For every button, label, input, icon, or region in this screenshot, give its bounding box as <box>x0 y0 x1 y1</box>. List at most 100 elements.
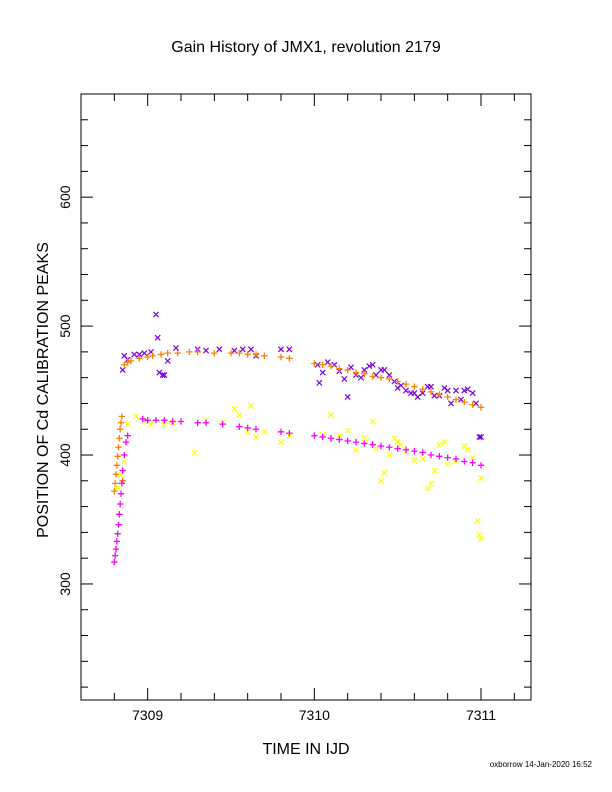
data-point-plus-series-1 <box>114 453 121 460</box>
data-point-x-series-0 <box>154 334 161 341</box>
data-point-x-series-0 <box>366 363 373 370</box>
data-point-x-series-2 <box>474 517 481 524</box>
data-point-plus-series-1 <box>261 352 268 359</box>
data-point-plus-series-1 <box>149 352 156 359</box>
axis-ticks <box>80 93 531 700</box>
data-point-x-series-0 <box>457 396 465 403</box>
data-point-plus-series-1 <box>116 426 124 433</box>
data-point-plus-series-1 <box>352 369 360 376</box>
data-point-plus-series-3 <box>115 521 122 528</box>
data-point-plus-series-3 <box>118 480 126 487</box>
data-point-x-series-0 <box>397 382 405 389</box>
data-point-x-series-0 <box>357 374 365 381</box>
data-point-plus-series-1 <box>319 361 326 368</box>
data-point-plus-series-3 <box>122 438 130 446</box>
data-point-plus-series-1 <box>377 374 385 381</box>
data-point-x-series-0 <box>247 346 255 353</box>
data-point-x-series-0 <box>469 390 476 397</box>
footer-credit: oxborrow 14-Jan-2020 16:52 <box>489 760 592 769</box>
data-point-plus-series-3 <box>152 417 160 424</box>
data-point-plus-series-1 <box>236 349 243 357</box>
data-point-x-series-0 <box>141 350 148 357</box>
data-point-x-series-2 <box>121 458 128 465</box>
data-point-x-series-0 <box>164 357 171 364</box>
data-point-plus-series-3 <box>436 453 443 460</box>
data-point-plus-series-1 <box>344 366 351 374</box>
y-tick-label: 600 <box>57 185 73 209</box>
data-point-x-series-2 <box>327 412 335 419</box>
data-point-x-series-0 <box>361 366 368 373</box>
data-point-x-series-0 <box>286 346 293 353</box>
data-point-x-series-2 <box>477 475 485 482</box>
data-point-x-series-0 <box>136 351 143 358</box>
data-point-x-series-0 <box>119 366 126 373</box>
data-point-plus-series-1 <box>194 348 201 356</box>
data-point-plus-series-3 <box>386 444 393 451</box>
data-point-plus-series-1 <box>394 378 401 385</box>
data-point-x-series-2 <box>261 428 268 435</box>
data-point-plus-series-3 <box>344 437 351 445</box>
y-tick-label: 400 <box>57 443 73 467</box>
data-point-plus-series-3 <box>119 467 126 474</box>
data-point-plus-series-1 <box>444 393 451 401</box>
data-point-plus-series-3 <box>219 420 226 428</box>
data-point-x-series-0 <box>369 361 376 368</box>
data-point-x-series-2 <box>161 421 168 428</box>
data-point-x-series-2 <box>431 467 438 474</box>
data-point-plus-series-1 <box>436 391 443 398</box>
data-point-x-series-2 <box>377 477 385 484</box>
data-point-x-series-0 <box>202 347 210 354</box>
data-point-x-series-0 <box>391 378 398 385</box>
data-marks <box>111 311 485 566</box>
data-point-x-series-2 <box>411 457 418 464</box>
data-point-plus-series-3 <box>319 433 326 441</box>
data-point-plus-series-1 <box>136 355 143 362</box>
plot-frame <box>80 93 532 701</box>
data-point-plus-series-1 <box>336 365 343 372</box>
data-point-x-series-2 <box>344 427 351 434</box>
data-point-plus-series-3 <box>116 511 123 518</box>
data-point-plus-series-3 <box>394 445 401 452</box>
data-point-plus-series-3 <box>124 432 131 439</box>
data-point-plus-series-1 <box>117 419 125 426</box>
data-point-x-series-2 <box>469 454 476 461</box>
data-point-x-series-2 <box>381 470 388 477</box>
data-point-plus-series-1 <box>277 353 285 361</box>
y-axis-label: POSITION OF Cd CALIBRATION PEAKS <box>35 242 52 538</box>
data-point-x-series-0 <box>159 372 166 379</box>
data-point-plus-series-1 <box>118 413 126 420</box>
data-point-x-series-2 <box>424 485 431 492</box>
data-point-plus-series-3 <box>117 490 125 497</box>
data-point-plus-series-3 <box>236 423 243 430</box>
data-point-x-series-0 <box>419 390 426 397</box>
data-point-plus-series-1 <box>111 487 118 495</box>
data-point-x-series-0 <box>216 346 223 353</box>
data-point-x-series-0 <box>341 375 348 382</box>
data-point-x-series-0 <box>231 347 238 354</box>
data-point-plus-series-1 <box>252 351 260 358</box>
data-point-x-series-0 <box>161 372 168 379</box>
data-point-plus-series-3 <box>111 552 119 559</box>
data-point-plus-series-3 <box>177 418 185 425</box>
data-point-x-series-0 <box>464 386 471 393</box>
data-point-x-series-0 <box>131 351 138 358</box>
data-point-x-series-2 <box>444 461 451 468</box>
data-point-x-series-0 <box>386 372 393 379</box>
data-point-plus-series-1 <box>144 353 151 361</box>
data-point-x-series-2 <box>247 403 255 410</box>
data-point-x-series-2 <box>419 455 426 462</box>
data-point-x-series-2 <box>132 413 140 420</box>
data-point-plus-series-3 <box>112 545 120 553</box>
data-point-x-series-0 <box>476 433 483 440</box>
data-point-plus-series-1 <box>419 386 426 393</box>
data-point-x-series-2 <box>191 449 198 456</box>
data-point-x-series-0 <box>414 393 421 401</box>
data-point-plus-series-1 <box>157 351 165 358</box>
data-point-x-series-0 <box>152 311 160 318</box>
y-tick-label: 300 <box>57 572 73 596</box>
data-point-plus-series-3 <box>469 459 476 466</box>
chart-title: Gain History of JMX1, revolution 2179 <box>171 39 441 56</box>
data-point-plus-series-1 <box>227 349 235 357</box>
data-point-x-series-2 <box>441 439 448 446</box>
data-point-x-series-2 <box>114 484 121 491</box>
